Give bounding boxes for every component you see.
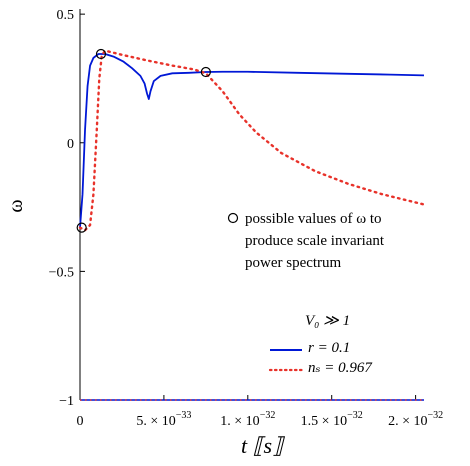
annotation-line-1: possible values of ω to [245,211,382,227]
x-tick-label: 1.5 × 10−32 [301,410,363,429]
x-tick-label: 5. × 10−33 [136,410,191,429]
legend-title: V₀ ≫ 1 [305,313,350,329]
series-lines [78,49,426,401]
marker-circle [200,66,211,78]
y-tick-label: 0 [67,137,74,152]
y-tick-label: −1 [59,394,74,409]
legend-label-r: r = 0.1 [308,340,350,356]
annotation: possible values of ω to produce scale in… [227,211,385,271]
y-tick-label: −0.5 [49,265,74,280]
tick-labels: 0.50−0.5−10 5. × 10−33 1. × 10−32 1.5 × 10−… [49,8,444,429]
marker-circle [76,222,87,233]
annotation-line-3: power spectrum [245,255,342,271]
marker-circle [95,48,107,60]
series-line-1 [78,49,426,232]
legend: V₀ ≫ 1 r = 0.1 nₛ = 0.967 [268,313,373,376]
annotation-line-2: produce scale invariant [245,233,385,249]
x-tick-label: 0 [77,414,84,429]
legend-label-ns: nₛ = 0.967 [308,360,373,376]
annotation-marker [227,212,239,224]
series-line-0 [79,53,425,228]
x-tick-label: 1. × 10−32 [220,410,275,429]
x-axis-label: t ⟦s⟧ [241,433,285,458]
markers [76,48,211,233]
y-tick-label: 0.5 [57,8,75,23]
y-axis-label: ω [5,199,27,212]
x-tick-label: 2. × 10−32 [388,410,443,429]
